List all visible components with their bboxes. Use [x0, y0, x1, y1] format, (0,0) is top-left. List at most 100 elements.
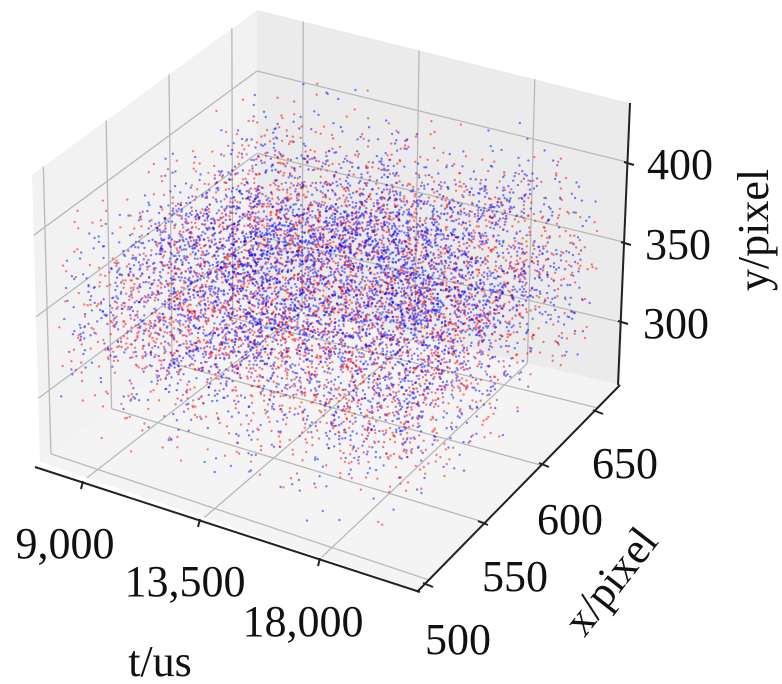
streak-point	[391, 286, 394, 290]
data-point	[274, 356, 277, 359]
data-point	[115, 321, 119, 324]
data-point	[150, 324, 153, 328]
streak-point	[355, 275, 358, 278]
data-point	[143, 194, 147, 197]
streak-point	[294, 221, 298, 224]
data-point	[510, 188, 513, 191]
data-point	[258, 343, 261, 346]
data-point	[208, 346, 212, 349]
data-point	[322, 195, 325, 199]
data-point	[225, 425, 229, 428]
data-point	[372, 202, 375, 205]
data-point	[264, 194, 267, 198]
data-point	[485, 241, 489, 244]
data-point	[348, 193, 351, 196]
data-point	[214, 348, 218, 351]
data-point	[450, 393, 453, 396]
data-point	[380, 157, 383, 160]
data-point	[543, 149, 546, 152]
data-point	[495, 239, 498, 242]
data-point	[363, 428, 366, 431]
data-point	[242, 280, 245, 283]
data-point	[171, 171, 174, 174]
streak-point	[546, 275, 549, 278]
data-point	[376, 272, 379, 275]
streak-point	[241, 197, 244, 200]
data-point	[345, 196, 348, 199]
streak-point	[400, 206, 403, 209]
data-point	[360, 176, 363, 179]
streak-point	[417, 202, 420, 206]
data-point	[372, 277, 376, 280]
streak-point	[363, 323, 366, 326]
data-point	[293, 385, 297, 388]
data-point	[327, 391, 330, 394]
data-point	[414, 135, 418, 138]
data-point	[442, 313, 445, 316]
data-point	[178, 292, 182, 295]
data-point	[306, 247, 309, 250]
data-point	[416, 238, 419, 242]
data-point	[397, 417, 401, 420]
data-point	[333, 445, 336, 448]
data-point	[330, 133, 334, 137]
data-point	[390, 183, 394, 187]
data-point	[139, 318, 142, 322]
data-point	[293, 413, 296, 416]
data-point	[172, 286, 175, 290]
data-point	[437, 338, 440, 341]
data-point	[284, 369, 287, 373]
data-point	[266, 403, 270, 406]
data-point	[357, 366, 361, 369]
streak-point	[369, 221, 372, 225]
data-point	[265, 128, 269, 132]
data-point	[476, 322, 479, 325]
streak-point	[363, 304, 366, 307]
data-point	[351, 422, 354, 425]
data-point	[440, 388, 444, 391]
data-point	[535, 288, 538, 292]
data-point	[382, 399, 386, 402]
data-point	[556, 287, 560, 291]
data-point	[493, 285, 496, 288]
data-point	[534, 305, 537, 308]
data-point	[369, 298, 372, 301]
streak-point	[439, 306, 443, 309]
streak-point	[188, 276, 191, 279]
data-point	[295, 196, 299, 200]
streak-point	[475, 204, 479, 207]
data-point	[217, 298, 220, 301]
data-point	[249, 292, 252, 295]
data-point	[396, 360, 399, 364]
data-point	[269, 213, 272, 217]
data-point	[398, 225, 401, 228]
data-point	[563, 268, 567, 271]
data-point	[392, 508, 395, 511]
streak-point	[196, 275, 199, 278]
streak-point	[201, 223, 204, 226]
data-point	[451, 379, 454, 382]
data-point	[493, 382, 496, 385]
x-gridline	[105, 120, 113, 409]
data-point	[74, 275, 78, 279]
data-point	[177, 373, 180, 376]
data-point	[378, 382, 382, 385]
data-point	[371, 280, 374, 283]
data-point	[286, 207, 289, 211]
data-point	[446, 237, 450, 241]
data-point	[272, 391, 276, 394]
data-point	[101, 405, 105, 408]
data-point	[194, 221, 197, 225]
data-point	[462, 440, 465, 444]
streak-point	[303, 348, 307, 351]
streak-point	[377, 246, 380, 249]
data-point	[355, 320, 358, 323]
data-point	[326, 262, 329, 265]
data-point	[99, 273, 102, 276]
data-point	[338, 145, 342, 149]
data-point	[435, 431, 438, 435]
data-point	[293, 273, 296, 277]
data-point	[192, 293, 195, 297]
data-point	[137, 277, 140, 281]
data-point	[538, 276, 541, 279]
